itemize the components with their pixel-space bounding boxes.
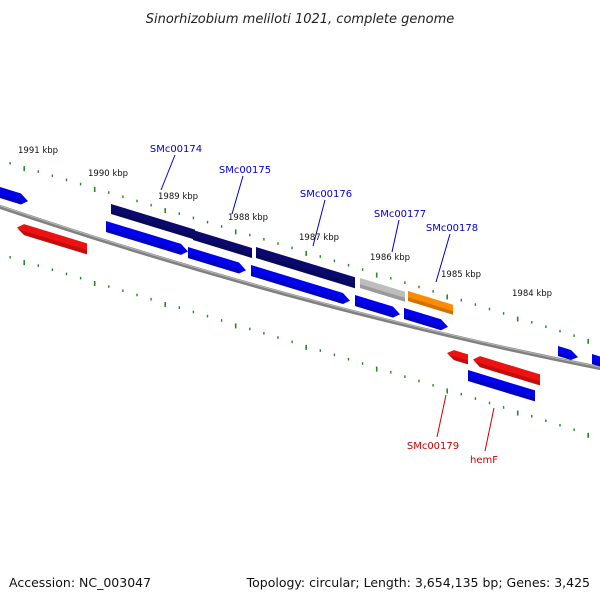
- gene-leader-line: [312, 199, 326, 247]
- scale-label: 1989 kbp: [158, 192, 198, 202]
- cds-feature-smc00175[interactable]: [188, 247, 246, 274]
- gene-feature-smc00178[interactable]: [408, 291, 453, 315]
- gene-label[interactable]: SMc00178: [426, 223, 478, 234]
- scale-label: 1991 kbp: [18, 146, 58, 156]
- gene-label[interactable]: SMc00179: [407, 441, 459, 452]
- reverse-feature-smc00179[interactable]: [447, 350, 468, 365]
- cds-feature-right-partial[interactable]: [592, 354, 600, 368]
- gene-leader-line: [484, 407, 495, 452]
- gene-leader-line: [435, 233, 451, 283]
- gene-leader-line: [160, 154, 176, 191]
- scale-label: 1987 kbp: [299, 233, 339, 243]
- gene-leader-line: [391, 219, 400, 253]
- gene-feature-smc00176[interactable]: [256, 247, 355, 289]
- gene-label[interactable]: SMc00177: [374, 209, 426, 220]
- gene-leader-line: [231, 175, 244, 215]
- gene-label[interactable]: SMc00176: [300, 189, 352, 200]
- reverse-feature-left[interactable]: [17, 224, 87, 255]
- map-title: Sinorhizobium meliloti 1021, complete ge…: [146, 12, 455, 27]
- cds-feature-right-1[interactable]: [558, 346, 578, 360]
- scale-label: 1990 kbp: [88, 169, 128, 179]
- genome-backbone-highlight: [0, 205, 600, 368]
- cds-feature-hemf[interactable]: [468, 370, 535, 402]
- genome-backbone: [0, 204, 600, 371]
- cds-feature-smc00176[interactable]: [251, 265, 350, 305]
- gene-feature-smc00175[interactable]: [193, 230, 252, 258]
- gene-label[interactable]: hemF: [470, 455, 498, 466]
- outer-scale-ticks: [9, 161, 590, 344]
- gene-feature-smc00177[interactable]: [360, 278, 405, 302]
- gene-label[interactable]: SMc00175: [219, 165, 271, 176]
- gene-label[interactable]: SMc00174: [150, 144, 202, 155]
- gene-leader-line: [436, 394, 447, 438]
- gene-feature-smc00174[interactable]: [111, 204, 195, 240]
- scale-label: 1986 kbp: [370, 253, 410, 263]
- scale-label: 1984 kbp: [512, 289, 552, 299]
- reverse-feature-hemf-gene[interactable]: [473, 356, 540, 386]
- scale-label: 1988 kbp: [228, 213, 268, 223]
- genome-summary-text: Topology: circular; Length: 3,654,135 bp…: [246, 575, 590, 590]
- cds-feature-smc00178[interactable]: [404, 308, 448, 331]
- inner-scale-ticks: [9, 255, 590, 438]
- cds-feature-smc00177[interactable]: [355, 295, 400, 318]
- cds-feature-left-partial[interactable]: [0, 184, 28, 205]
- cds-feature-smc00174[interactable]: [106, 221, 188, 255]
- scale-label: 1985 kbp: [441, 270, 481, 280]
- accession-text: Accession: NC_003047: [9, 575, 152, 590]
